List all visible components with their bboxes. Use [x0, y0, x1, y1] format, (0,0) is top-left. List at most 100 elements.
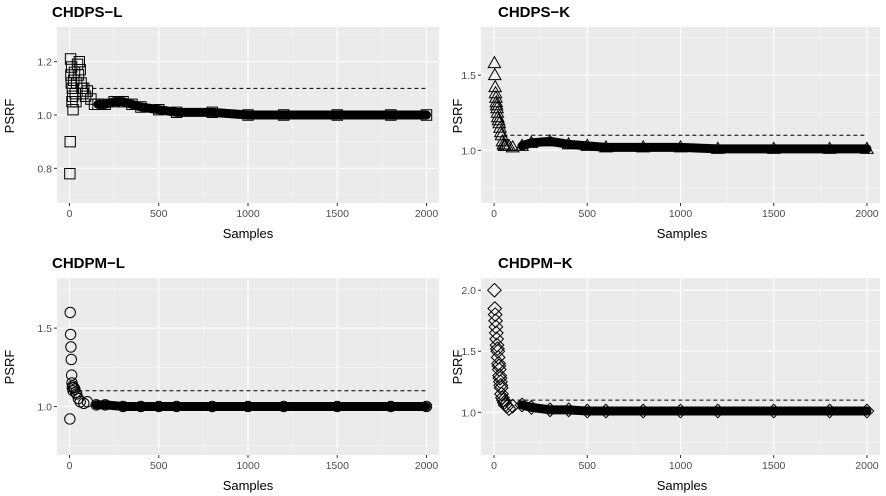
x-tick-label: 1500: [326, 460, 350, 472]
y-axis-title: PSRF: [450, 99, 465, 134]
data-point: [153, 400, 165, 413]
x-tick-label: 1000: [236, 208, 260, 220]
data-point: [488, 90, 503, 103]
data-point: [64, 135, 76, 148]
y-tick-label: 1.0: [37, 110, 52, 122]
y-tick-label: 1.5: [461, 70, 476, 82]
x-tick-label: 500: [150, 460, 168, 472]
x-axis-title: Samples: [657, 226, 708, 241]
data-point: [672, 403, 689, 419]
data-point: [501, 138, 517, 151]
data-point: [490, 109, 505, 123]
data-point: [74, 63, 86, 76]
x-axis-title: Samples: [223, 226, 274, 241]
data-point: [542, 402, 558, 418]
data-point: [420, 109, 433, 121]
data-point: [65, 61, 78, 73]
x-tick-label: 2000: [415, 208, 439, 220]
data-point: [859, 403, 875, 419]
data-point: [489, 94, 504, 108]
data-point: [490, 105, 505, 118]
data-point: [331, 109, 343, 121]
data-point: [489, 97, 504, 111]
data-point: [493, 380, 509, 396]
data-point: [501, 401, 517, 417]
data-point: [710, 403, 726, 419]
data-point: [514, 138, 530, 151]
data-point: [385, 109, 397, 121]
x-tick-label: 0: [67, 460, 73, 472]
data-point: [67, 103, 79, 116]
data-point: [68, 381, 80, 394]
data-point: [487, 67, 502, 81]
data-point: [514, 397, 530, 413]
x-tick-label: 1000: [236, 460, 260, 472]
data-point: [561, 136, 576, 150]
data-point: [859, 141, 875, 154]
data-point: [579, 403, 595, 419]
data-point: [85, 93, 97, 105]
data-point: [505, 398, 521, 414]
data-point: [126, 98, 138, 111]
x-tick-label: 500: [579, 460, 597, 472]
data-point: [73, 55, 86, 68]
data-point: [81, 85, 94, 97]
x-tick-label: 2000: [855, 208, 879, 220]
data-point: [580, 138, 595, 151]
data-point-band: [517, 136, 872, 154]
data-point: [487, 55, 502, 69]
data-point: [822, 141, 837, 154]
data-point: [64, 413, 76, 425]
y-axis-title: PSRF: [2, 99, 17, 134]
data-point: [822, 403, 838, 419]
panel-title: CHDPM−L: [52, 255, 125, 272]
data-point: [710, 141, 725, 154]
x-axis-title: Samples: [657, 478, 708, 493]
data-point: [65, 353, 77, 366]
y-axis-title: PSRF: [450, 350, 465, 385]
data-point: [79, 90, 92, 103]
x-tick-label: 1500: [326, 208, 350, 220]
x-tick-label: 1000: [669, 460, 693, 472]
data-point: [170, 400, 183, 413]
data-point: [278, 400, 290, 413]
data-point: [242, 400, 254, 413]
data-point: [278, 109, 290, 121]
data-point: [64, 328, 77, 341]
x-tick-label: 1500: [762, 460, 786, 472]
y-tick-label: 1.0: [37, 401, 52, 413]
data-point: [486, 282, 502, 298]
data-point: [598, 403, 614, 419]
data-point: [135, 400, 147, 413]
panel-0: 0 500 1000 1500 2000 0.8 1.0 1.2 CHDPS−L Samples P…: [2, 4, 439, 241]
data-point: [99, 399, 111, 411]
data-point: [598, 139, 613, 153]
data-point: [77, 87, 89, 100]
data-point: [420, 400, 433, 413]
y-tick-label: 1.0: [461, 407, 476, 419]
y-tick-label: 2.0: [461, 285, 476, 297]
y-tick-label: 1.5: [461, 346, 476, 358]
data-point: [673, 139, 688, 153]
panel-1: 0 500 1000 1500 2000 1.0 1.5 CHDPS−K Samples PSRF: [450, 4, 880, 241]
x-tick-label: 2000: [415, 460, 439, 472]
data-point: [90, 399, 102, 411]
x-tick-label: 0: [491, 208, 497, 220]
data-point: [67, 90, 79, 103]
x-tick-label: 2000: [855, 460, 879, 472]
data-point: [206, 106, 218, 119]
data-point: [505, 139, 520, 153]
data-point: [331, 400, 343, 413]
data-point: [524, 135, 539, 148]
panel-title: CHDPM−K: [498, 255, 573, 272]
panel-3: 0 500 1000 1500 2000 1.0 1.5 2.0 CHDPM−K Samples P…: [450, 255, 880, 493]
data-point: [170, 106, 183, 119]
data-point: [385, 400, 397, 413]
data-point: [65, 341, 77, 353]
data-point: [70, 386, 82, 399]
data-point: [523, 399, 539, 415]
x-tick-label: 1500: [762, 208, 786, 220]
y-tick-label: 1.2: [37, 57, 52, 69]
panel-title: CHDPS−L: [52, 4, 122, 21]
